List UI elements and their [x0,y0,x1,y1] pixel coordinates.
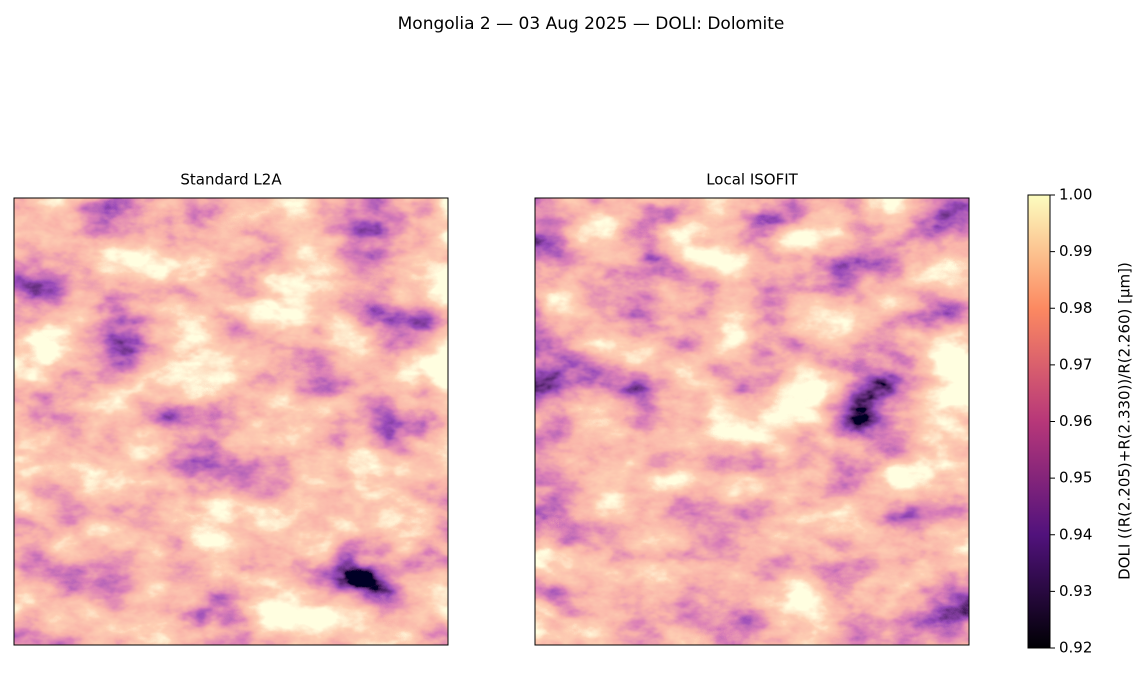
tick-label: 0.96 [1059,412,1092,430]
panel-title: Local ISOFIT [706,171,798,189]
tick-label: 0.98 [1059,299,1092,317]
tick-label: 0.94 [1059,525,1092,543]
colorbar-label: DOLI ((R(2.205)+R(2.330))/R(2.260) [µm]) [1116,262,1134,580]
tick-label: 0.99 [1059,242,1092,260]
tick-label: 0.93 [1059,582,1092,600]
tick-label: 0.92 [1059,639,1092,657]
figure-title: Mongolia 2 — 03 Aug 2025 — DOLI: Dolomit… [398,14,785,34]
colorbar [1027,194,1051,649]
panel-frame [13,197,449,646]
panel-frame [534,197,970,646]
image-panel [535,198,969,645]
tick-label: 0.95 [1059,469,1092,487]
panel-title: Standard L2A [180,171,282,189]
tick-label: 1.00 [1059,186,1092,204]
image-panel [14,198,448,645]
tick-label: 0.97 [1059,355,1092,373]
